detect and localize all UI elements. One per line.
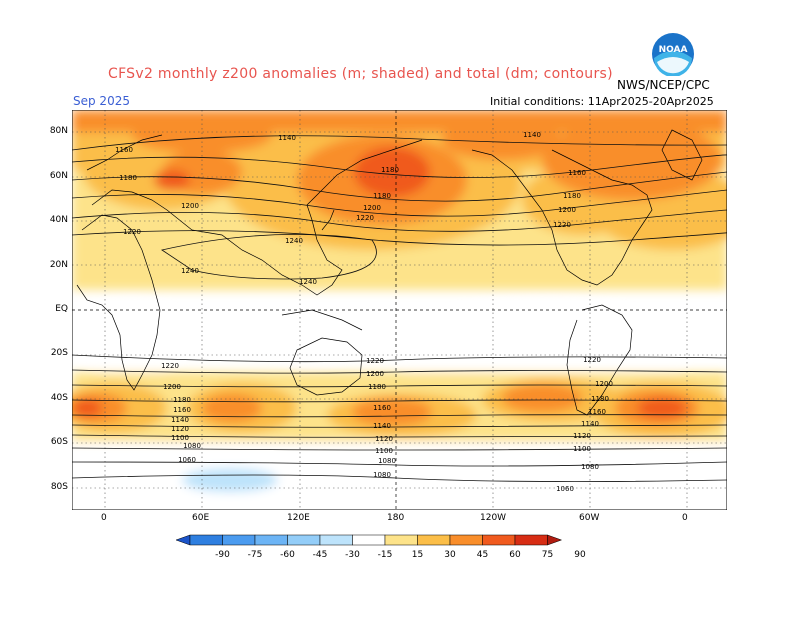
colorbar-tick-label: 75 — [542, 550, 553, 560]
lat-label: EQ — [55, 304, 68, 314]
contour-label: 1180 — [591, 395, 609, 403]
contour-label: 1180 — [373, 192, 391, 200]
contour-label: 1120 — [375, 435, 393, 443]
colorbar-swatch — [514, 534, 548, 546]
contour-label: 1200 — [163, 383, 181, 391]
lon-label: 120E — [287, 513, 310, 523]
contour-label: 1200 — [595, 380, 613, 388]
contour-label: 1160 — [173, 406, 191, 414]
map-title: CFSv2 monthly z200 anomalies (m; shaded)… — [108, 66, 613, 82]
noaa-logo: NOAA — [652, 33, 694, 76]
colorbar-swatch — [189, 534, 223, 546]
contour-label: 1180 — [368, 383, 386, 391]
contour-label: 1200 — [181, 202, 199, 210]
contour-label: 1160 — [568, 169, 586, 177]
contour-label: 1240 — [181, 267, 199, 275]
contour-label: 1220 — [366, 357, 384, 365]
initial-conditions: Initial conditions: 11Apr2025-20Apr2025 — [490, 95, 714, 108]
colorbar-swatch — [417, 534, 451, 546]
colorbar-tick-label: -15 — [378, 550, 393, 560]
contour-label: 1080 — [378, 457, 396, 465]
colorbar-tick-label: -90 — [215, 550, 230, 560]
lat-label: 20S — [50, 348, 68, 358]
colorbar-tick-label: 60 — [509, 550, 521, 560]
colorbar: -90 -75 -60 -45 -30 -15 15 30 45 60 75 90 — [175, 534, 586, 560]
lat-label: 40N — [49, 215, 68, 225]
svg-text:NOAA: NOAA — [659, 45, 688, 55]
contour-label: 1120 — [171, 425, 189, 433]
contour-label: 1200 — [366, 370, 384, 378]
colorbar-swatch — [222, 534, 256, 546]
contour-label: 1220 — [123, 228, 141, 236]
contour-label: 1100 — [375, 447, 393, 455]
org-label: NWS/NCEP/CPC — [617, 78, 710, 92]
contour-label: 1200 — [558, 206, 576, 214]
colorbar-tick-label: -45 — [313, 550, 328, 560]
contour-label: 1240 — [285, 237, 303, 245]
colorbar-swatch — [287, 534, 321, 546]
contour-label: 1100 — [573, 445, 591, 453]
contour-label: 1180 — [119, 174, 137, 182]
contour-label: 1220 — [356, 214, 374, 222]
lon-label: 0 — [682, 513, 688, 523]
contour-label: 1100 — [171, 434, 189, 442]
contour-label: 1080 — [373, 471, 391, 479]
contour-label: 1220 — [553, 221, 571, 229]
colorbar-swatch — [384, 534, 418, 546]
lon-label: 120W — [480, 513, 507, 523]
colorbar-swatch — [254, 534, 288, 546]
contour-label: 1160 — [115, 146, 133, 154]
lon-label: 0 — [101, 513, 107, 523]
contour-label: 1080 — [581, 463, 599, 471]
colorbar-swatch — [319, 534, 353, 546]
contour-label: 1200 — [363, 204, 381, 212]
contour-label: 1120 — [573, 432, 591, 440]
lat-label: 40S — [50, 393, 68, 403]
colorbar-right-arrow — [547, 534, 563, 546]
colorbar-tick-label: 45 — [477, 550, 488, 560]
contour-label: 1220 — [583, 356, 601, 364]
contour-label: 1180 — [563, 192, 581, 200]
contour-label: 1060 — [556, 485, 574, 493]
lon-label: 60E — [192, 513, 210, 523]
colorbar-swatch — [449, 534, 483, 546]
colorbar-swatch — [482, 534, 516, 546]
colorbar-tick-label: -75 — [248, 550, 263, 560]
lon-label: 60W — [579, 513, 600, 523]
forecast-month: Sep 2025 — [73, 94, 130, 108]
lon-label: 180 — [387, 513, 405, 523]
lat-label: 60N — [49, 171, 68, 181]
colorbar-tick-label: -30 — [345, 550, 360, 560]
colorbar-left-arrow — [175, 534, 191, 546]
contour-label: 1160 — [373, 404, 391, 412]
contour-label: 1060 — [178, 456, 196, 464]
colorbar-tick-label: 90 — [574, 550, 586, 560]
contour-label: 1140 — [278, 134, 296, 142]
anomaly-map: 1140 1140 1160 1180 1160 1180 1180 1180 … — [72, 110, 727, 510]
contour-label: 1140 — [581, 420, 599, 428]
colorbar-swatch — [352, 534, 386, 546]
lat-label: 80S — [50, 482, 68, 492]
colorbar-tick-label: 30 — [444, 550, 456, 560]
lat-label: 60S — [50, 437, 68, 447]
contour-label: 1140 — [373, 422, 391, 430]
colorbar-tick-label: 15 — [412, 550, 423, 560]
contour-label: 1220 — [161, 362, 179, 370]
lat-label: 20N — [49, 260, 68, 270]
contour-label: 1180 — [173, 396, 191, 404]
contour-label: 1080 — [183, 442, 201, 450]
contour-label: 1160 — [588, 408, 606, 416]
contour-label: 1240 — [299, 278, 317, 286]
colorbar-tick-label: -60 — [280, 550, 295, 560]
contour-label: 1140 — [171, 416, 189, 424]
lat-label: 80N — [49, 126, 68, 136]
contour-label: 1180 — [381, 166, 399, 174]
contour-label: 1140 — [523, 131, 541, 139]
